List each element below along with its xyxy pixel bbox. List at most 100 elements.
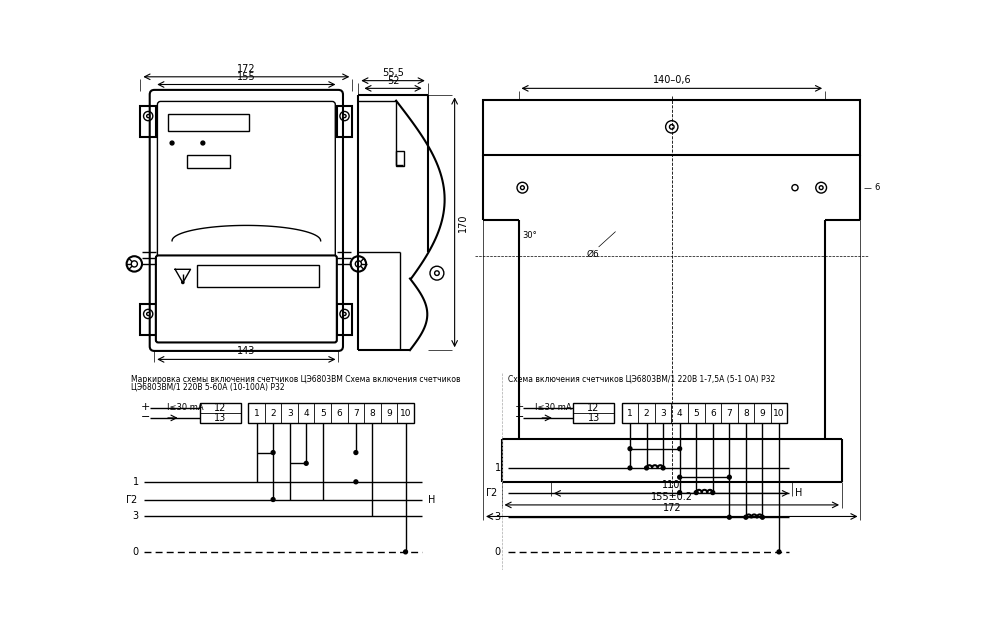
Circle shape (170, 141, 174, 145)
Bar (483, 100, 860, 155)
Text: 2: 2 (271, 409, 276, 418)
Bar (196, 266, 319, 287)
Circle shape (711, 491, 715, 495)
Text: 10: 10 (400, 409, 411, 418)
Bar (573, 403, 614, 423)
Text: 6: 6 (710, 409, 716, 418)
Text: +: + (515, 402, 524, 412)
Text: 2: 2 (490, 488, 496, 498)
Circle shape (678, 476, 682, 479)
Text: 155: 155 (237, 72, 256, 82)
Text: 7: 7 (727, 409, 732, 418)
Bar (622, 403, 788, 423)
Text: 3: 3 (660, 409, 666, 418)
Text: 172: 172 (662, 504, 681, 513)
Circle shape (403, 550, 407, 554)
Circle shape (645, 466, 648, 470)
Circle shape (727, 515, 731, 519)
Circle shape (661, 466, 665, 470)
Circle shape (678, 491, 682, 495)
Bar (396, 150, 404, 166)
Text: 140–0,6: 140–0,6 (652, 76, 691, 85)
Text: 3: 3 (494, 512, 501, 522)
Text: 7: 7 (353, 409, 359, 418)
Text: 4: 4 (677, 409, 683, 418)
Text: −: − (141, 412, 150, 422)
Text: 9: 9 (387, 409, 391, 418)
Text: 1: 1 (254, 409, 259, 418)
Text: 12: 12 (588, 403, 599, 413)
Circle shape (777, 550, 781, 554)
Text: Н: Н (428, 495, 435, 504)
Text: 4: 4 (303, 409, 309, 418)
Text: Схема включения счетчиков ЦЭ6803ВМ/1 220В 1-7,5А (5-1 ОА) Р32: Схема включения счетчиков ЦЭ6803ВМ/1 220… (508, 375, 775, 384)
Text: 13: 13 (214, 413, 227, 423)
Bar (200, 403, 240, 423)
Text: +: + (141, 402, 150, 412)
Text: 5: 5 (320, 409, 326, 418)
Text: 5: 5 (694, 409, 699, 418)
Text: 110: 110 (662, 480, 681, 490)
Circle shape (760, 515, 764, 519)
Text: 30°: 30° (523, 231, 538, 240)
Text: 2: 2 (644, 409, 649, 418)
Text: 13: 13 (588, 413, 599, 423)
Text: 6: 6 (874, 183, 880, 192)
Text: 6: 6 (336, 409, 342, 418)
Text: 10: 10 (773, 409, 785, 418)
Circle shape (343, 312, 346, 316)
Circle shape (146, 115, 150, 118)
FancyBboxPatch shape (150, 90, 343, 351)
FancyBboxPatch shape (156, 255, 336, 342)
Text: Н: Н (795, 488, 802, 498)
Circle shape (678, 447, 682, 451)
Circle shape (727, 476, 731, 479)
Bar (140, 304, 156, 335)
Bar (168, 114, 249, 131)
Text: Ø6: Ø6 (586, 250, 598, 259)
Text: ЦЭ6803ВМ/1 220В 5-60А (10-100А) Р32: ЦЭ6803ВМ/1 220В 5-60А (10-100А) Р32 (131, 383, 284, 392)
Text: 8: 8 (370, 409, 376, 418)
Text: 52: 52 (387, 76, 399, 86)
Text: 3: 3 (132, 511, 139, 521)
Text: 172: 172 (237, 64, 256, 74)
Bar (336, 106, 352, 137)
Circle shape (354, 451, 358, 454)
Text: Г: Г (487, 488, 492, 498)
Circle shape (271, 498, 275, 502)
Text: 2: 2 (130, 495, 136, 504)
Text: 0: 0 (132, 547, 139, 557)
Text: 0: 0 (494, 547, 501, 557)
Circle shape (181, 281, 184, 284)
Circle shape (695, 491, 698, 495)
Circle shape (201, 141, 205, 145)
Text: 155±0.2: 155±0.2 (650, 492, 693, 502)
Bar (140, 106, 156, 137)
Text: I≤30 mA: I≤30 mA (536, 403, 572, 412)
Text: 55,5: 55,5 (383, 68, 404, 77)
Circle shape (628, 466, 632, 470)
Text: Маркировка схемы включения счетчиков ЦЭ6803ВМ Схема включения счетчиков: Маркировка схемы включения счетчиков ЦЭ6… (131, 375, 461, 384)
Text: 8: 8 (743, 409, 749, 418)
Circle shape (354, 480, 358, 484)
Text: 143: 143 (237, 346, 255, 356)
Circle shape (146, 312, 150, 316)
Circle shape (628, 447, 632, 451)
Bar (187, 155, 230, 168)
Text: 9: 9 (759, 409, 765, 418)
Bar (336, 304, 352, 335)
FancyBboxPatch shape (157, 101, 336, 258)
Text: 12: 12 (214, 403, 227, 413)
Circle shape (343, 115, 346, 118)
Text: 1: 1 (627, 409, 633, 418)
Bar (248, 403, 414, 423)
Text: 3: 3 (286, 409, 292, 418)
Circle shape (744, 515, 748, 519)
Text: −: − (515, 412, 524, 422)
Circle shape (271, 451, 275, 454)
Text: Г: Г (126, 495, 132, 504)
Text: 170: 170 (458, 213, 468, 232)
Text: 1: 1 (132, 477, 139, 487)
Text: I≤30 mA: I≤30 mA (168, 403, 204, 412)
Text: 1: 1 (494, 463, 501, 473)
